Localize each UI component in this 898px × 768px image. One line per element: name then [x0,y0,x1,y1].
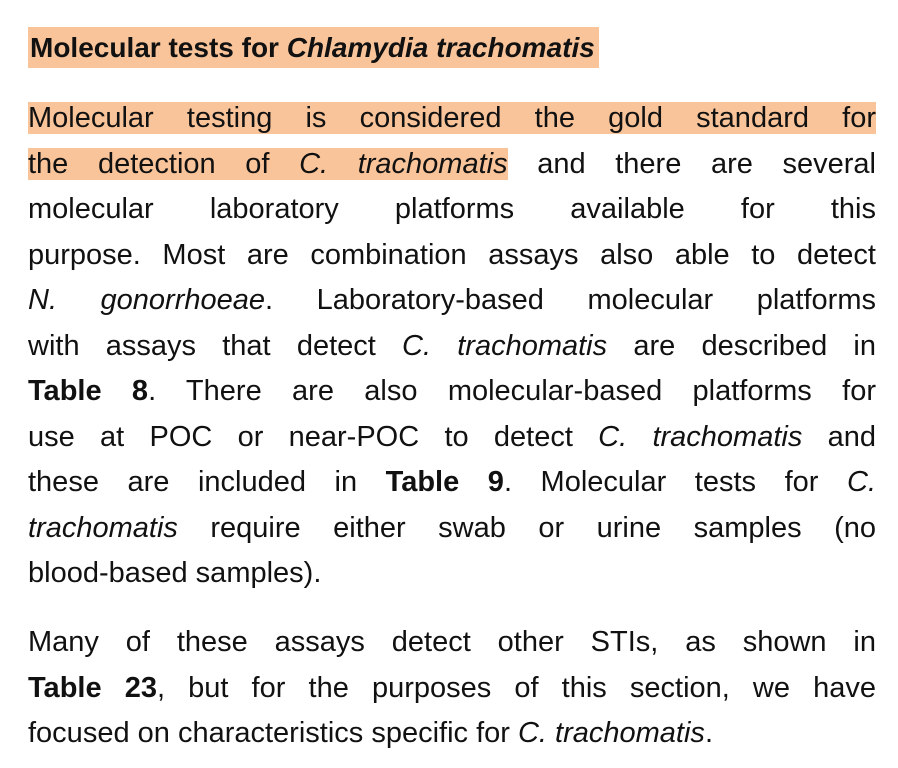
italic-term: C. trachomatis [402,329,608,362]
italic-term: trachomatis [28,511,178,544]
text-segment: and [802,420,876,453]
text-line: these are included in Table 9. Molecular… [28,460,876,506]
heading-text: Molecular tests for [30,32,287,63]
text-segment: are described in [607,329,876,362]
text-segment: these are included in [28,466,386,498]
italic-term: N. gonorrhoeae [28,284,266,316]
heading-italic-text: Chlamydia trachomatis [286,32,595,63]
text-segment: . Laboratory-based molecular platforms [265,284,876,316]
table-reference: Table 8 [28,375,149,407]
section-heading: Molecular tests for Chlamydia trachomati… [28,27,599,68]
text-line: molecular laboratory platforms available… [28,187,876,233]
italic-term: C. [847,466,876,498]
text-segment: focused on characteristics specific for [28,717,518,749]
text-line: Many of these assays detect other STIs, … [28,620,876,666]
text-segment: Molecular testing is considered the gold… [28,102,876,134]
text-line: Table 23, but for the purposes of this s… [28,666,876,712]
paragraph-2: Many of these assays detect other STIs, … [28,620,876,757]
paragraph-1: Molecular testing is considered the gold… [28,96,876,597]
text-segment: use at POC or near-POC to detect [28,420,599,453]
text-line: the detection of C. trachomatis and ther… [28,142,876,188]
text-segment: and there are several [507,147,876,180]
text-segment: the detection of [28,147,300,180]
text-segment: . [704,717,713,749]
text-segment: require either swab or urine samples (no [177,511,876,544]
text-line: with assays that detect C. trachomatis a… [28,324,876,370]
text-line: focused on characteristics specific for … [28,711,876,757]
table-reference: Table 23 [28,671,157,704]
text-line: use at POC or near-POC to detect C. trac… [28,415,876,461]
text-line: purpose. Most are combination assays als… [28,233,876,279]
text-line: trachomatis require either swab or urine… [28,506,876,552]
text-line: Molecular testing is considered the gold… [28,96,876,142]
text-line: N. gonorrhoeae. Laboratory-based molecul… [28,278,876,324]
italic-term: C. trachomatis [598,420,803,453]
text-line: Table 8. There are also molecular-based … [28,369,876,415]
text-segment: , but for the purposes of this section, … [156,671,877,704]
italic-term: C. trachomatis [517,717,705,749]
text-segment: with assays that detect [28,329,403,362]
italic-term: C. trachomatis [299,147,508,180]
text-segment: . There are also molecular-based platfor… [148,375,876,407]
text-segment: . Molecular tests for [503,466,847,498]
text-segment: molecular laboratory platforms available… [28,193,876,225]
text-line: blood-based samples). [28,551,876,597]
text-segment: purpose. Most are combination assays als… [28,238,876,271]
text-segment: blood-based samples). [28,557,322,589]
text-segment: Many of these assays detect other STIs, … [28,626,876,658]
table-reference: Table 9 [385,466,504,498]
